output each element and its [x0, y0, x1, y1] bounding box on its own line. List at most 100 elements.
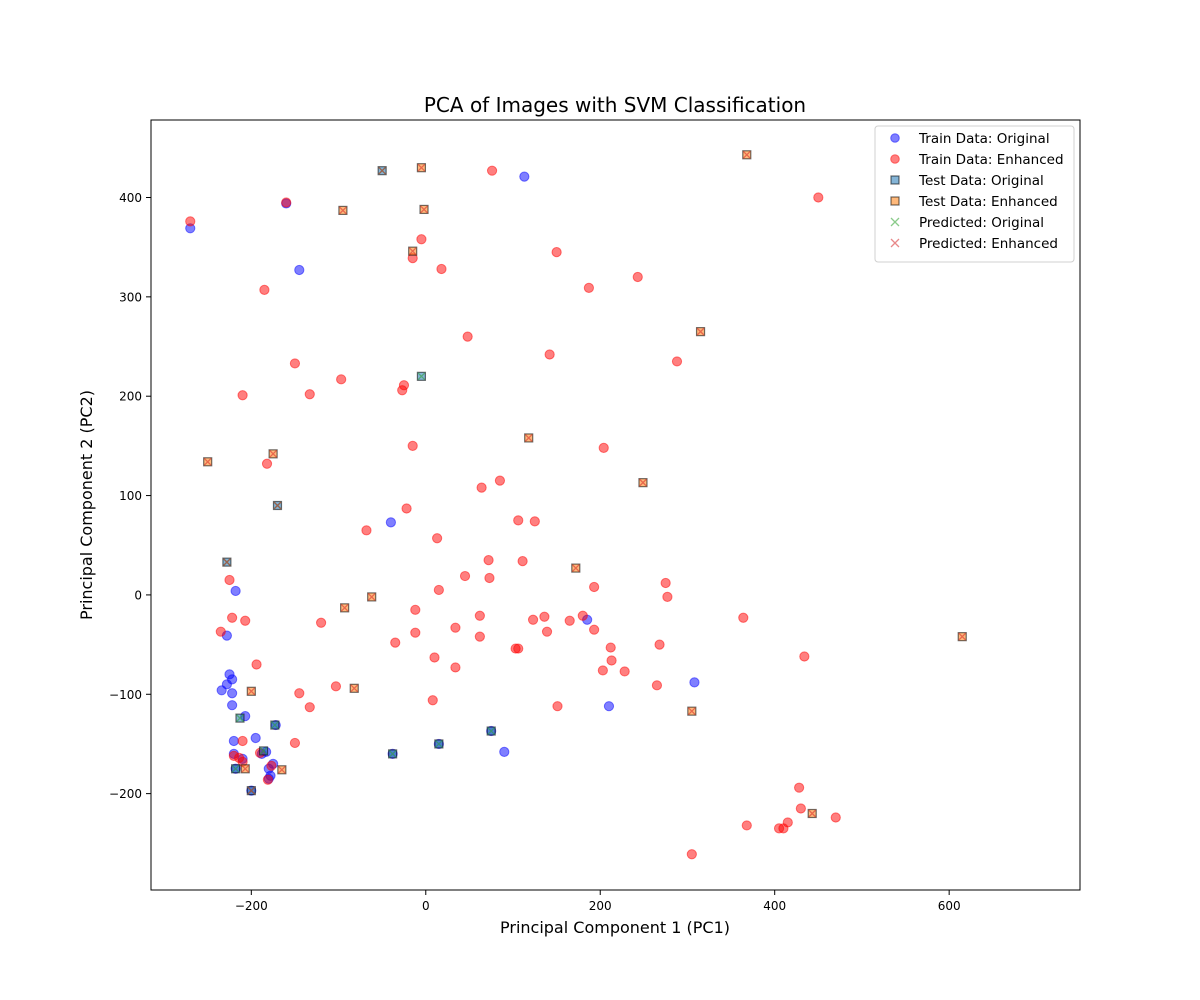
data-point [513, 515, 524, 526]
legend-item: Test Data: Enhanced [890, 194, 1058, 210]
data-point [436, 263, 447, 275]
legend-label: Predicted: Enhanced [919, 236, 1058, 252]
legend-marker [890, 133, 900, 143]
data-point [483, 555, 494, 566]
data-point [270, 721, 279, 730]
legend-marker [890, 196, 900, 206]
data-point [529, 516, 540, 527]
x-tick-label: 400 [763, 899, 786, 913]
data-point [410, 627, 421, 638]
x-tick-label: 200 [589, 899, 612, 913]
x-axis: −200 0 200 400 600 [235, 890, 961, 913]
data-point [686, 849, 697, 860]
data-point [517, 556, 528, 567]
legend-label: Predicted: Original [919, 215, 1044, 231]
data-point [388, 749, 397, 758]
data-point [215, 626, 226, 637]
data-point [266, 760, 277, 771]
data-point [340, 603, 349, 612]
data-point [338, 206, 347, 215]
data-point [281, 197, 292, 208]
data-point [795, 803, 806, 814]
data-point [450, 622, 461, 633]
data-point [262, 774, 273, 785]
data-point [513, 643, 524, 654]
data-point [651, 680, 663, 691]
data-point [227, 688, 238, 699]
data-point [830, 812, 841, 823]
data-point [605, 642, 616, 653]
data-point [408, 247, 417, 256]
legend-item: Train Data: Original [890, 131, 1050, 147]
data-point [250, 732, 261, 744]
legend-marker [890, 154, 900, 164]
data-point [527, 614, 539, 625]
data-point [227, 612, 238, 623]
data-point [401, 503, 412, 514]
chart-title: PCA of Images with SVM Classification [424, 93, 806, 117]
data-point [269, 449, 278, 458]
legend: Train Data: Original Train Data: Enhanced… [874, 125, 1075, 263]
data-point [544, 349, 555, 360]
legend-item: Test Data: Original [890, 173, 1044, 189]
data-point [237, 390, 248, 401]
data-point [794, 782, 805, 793]
data-point [524, 433, 533, 442]
data-point [289, 358, 301, 369]
data-point [434, 739, 443, 748]
y-tick-label: 300 [119, 290, 142, 304]
data-point [432, 533, 443, 544]
data-point [237, 735, 248, 747]
y-tick-label: 0 [134, 588, 142, 602]
data-point [571, 564, 580, 573]
data-point [407, 440, 418, 451]
data-point [654, 639, 665, 650]
legend-item: Predicted: Enhanced [890, 236, 1058, 252]
data-point [350, 684, 359, 693]
data-point [474, 610, 485, 621]
series-1 [185, 165, 841, 860]
data-point [247, 786, 256, 795]
data-point [397, 385, 408, 396]
y-axis-title: Principal Component 2 (PC2) [77, 390, 96, 620]
data-point [433, 584, 444, 596]
data-point [230, 585, 241, 597]
data-point [687, 707, 696, 716]
data-point [742, 150, 751, 159]
data-point [519, 171, 530, 182]
data-point [261, 458, 273, 469]
legend-marker [890, 175, 900, 185]
data-point [486, 165, 498, 176]
data-point [429, 652, 440, 663]
x-axis-title: Principal Component 1 (PC1) [500, 918, 730, 937]
data-point [598, 442, 609, 453]
data-point [778, 823, 789, 834]
data-point [224, 574, 235, 586]
data-point [606, 655, 617, 666]
data-point [459, 570, 471, 582]
data-point [390, 637, 401, 648]
data-point [304, 702, 315, 713]
series-4 [222, 166, 496, 795]
legend-label: Train Data: Enhanced [918, 152, 1064, 168]
data-point [696, 327, 705, 336]
data-point [577, 610, 588, 621]
data-point [808, 809, 817, 818]
y-tick-label: −100 [109, 688, 142, 702]
data-point [315, 617, 327, 628]
data-point [385, 517, 396, 528]
data-point [583, 282, 594, 294]
data-point [420, 205, 428, 214]
data-point [410, 604, 421, 615]
data-point [273, 501, 282, 510]
x-tick-label: 600 [938, 899, 961, 913]
data-point [330, 681, 342, 692]
data-point [417, 372, 426, 381]
data-point [236, 714, 244, 723]
data-point [958, 632, 967, 641]
series-3 [203, 150, 967, 819]
data-point [378, 166, 387, 175]
data-point [662, 591, 673, 603]
data-point [231, 764, 240, 773]
